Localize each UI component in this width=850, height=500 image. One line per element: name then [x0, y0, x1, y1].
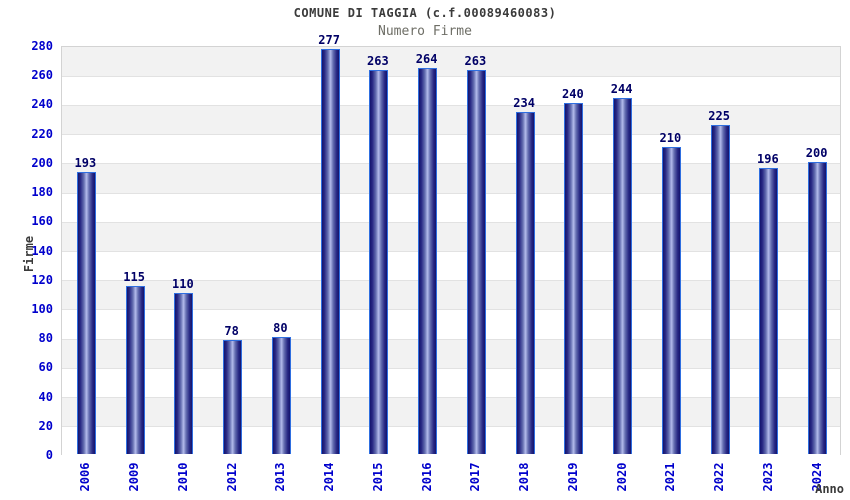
bar-2019 [564, 103, 584, 454]
grid-line [62, 280, 840, 282]
grid-band [62, 105, 840, 135]
bar-2006 [76, 172, 96, 454]
grid-band [62, 47, 840, 77]
x-tick-label: 2023 [760, 462, 775, 492]
grid-line [62, 426, 840, 428]
bar-2020 [613, 97, 633, 454]
bar-value-label: 264 [415, 52, 438, 67]
x-tick-label: 2016 [419, 462, 434, 492]
y-tick-label: 220 [31, 126, 53, 141]
x-tick-label: 2014 [322, 462, 337, 492]
y-tick-label: 100 [31, 301, 53, 316]
bar-value-label: 263 [367, 53, 389, 68]
y-tick-label: 60 [38, 360, 53, 375]
y-tick-label: 240 [31, 97, 53, 112]
bar-value-label: 234 [513, 96, 535, 111]
x-tick-label: 2017 [468, 462, 483, 492]
bar-2021 [661, 147, 681, 454]
x-tick-label: 2013 [273, 462, 288, 492]
bar-value-label: 193 [74, 156, 97, 171]
y-tick-label: 140 [31, 243, 53, 258]
x-tick-label: 2020 [614, 462, 629, 492]
bar-value-label: 277 [318, 33, 340, 48]
y-tick-label: 0 [45, 448, 53, 462]
bar-2018 [515, 112, 535, 454]
bar-value-label: 80 [273, 321, 288, 336]
bar-value-label: 110 [172, 277, 194, 292]
y-tick-label: 200 [31, 155, 53, 170]
bar-2024 [808, 161, 828, 454]
x-tick-label: 2009 [127, 462, 142, 492]
grid-band [62, 134, 840, 164]
x-tick-label: 2012 [224, 462, 239, 492]
grid-line [62, 75, 840, 77]
grid-band [62, 222, 840, 252]
y-axis-title: Firme [22, 235, 36, 273]
bar-2013 [271, 337, 291, 454]
grid-line [62, 338, 840, 340]
bar-value-label: 200 [805, 145, 828, 160]
y-tick-label: 80 [38, 331, 53, 346]
bar-value-label: 263 [464, 53, 487, 68]
bar-2010 [174, 293, 194, 454]
chart-title: COMUNE DI TAGGIA (c.f.00089460083) [293, 6, 557, 20]
grid-line [62, 104, 840, 106]
bar-value-label: 115 [123, 270, 145, 285]
y-tick-label: 40 [38, 389, 53, 404]
plot-area [61, 46, 841, 456]
grid-line [62, 309, 840, 311]
y-tick-label: 180 [31, 185, 53, 200]
bar-2012 [223, 340, 243, 454]
y-tick-label: 160 [31, 214, 53, 229]
y-tick-label: 260 [31, 68, 53, 83]
x-tick-label: 2006 [78, 462, 93, 492]
bar-value-label: 78 [224, 324, 239, 339]
bar-value-label: 240 [562, 87, 584, 102]
grid-band [62, 193, 840, 223]
bar-2023 [759, 167, 779, 454]
bar-2014 [320, 49, 340, 454]
y-tick-label: 120 [31, 272, 53, 287]
grid-line [62, 221, 840, 223]
bar-value-label: 244 [610, 81, 633, 96]
grid-line [62, 367, 840, 369]
x-tick-label: 2021 [663, 462, 678, 492]
grid-band [62, 163, 840, 194]
x-tick-label: 2019 [565, 462, 580, 492]
x-tick-label: 2018 [517, 462, 532, 492]
bar-2016 [418, 68, 438, 454]
bar-2022 [710, 125, 730, 454]
grid-line [62, 397, 840, 399]
bar-value-label: 225 [708, 109, 730, 124]
y-tick-label: 20 [38, 418, 53, 433]
chart-subtitle: Numero Firme [378, 24, 472, 39]
x-tick-label: 2022 [712, 462, 727, 492]
bar-2015 [369, 69, 389, 454]
x-tick-label: 2010 [175, 462, 190, 492]
grid-line [62, 192, 840, 194]
bar-value-label: 196 [757, 151, 779, 166]
grid-line [62, 251, 840, 252]
bar-2017 [466, 69, 486, 454]
x-tick-label: 2015 [370, 462, 385, 492]
grid-line [62, 163, 840, 165]
bar-value-label: 210 [659, 131, 682, 146]
grid-line [62, 134, 840, 136]
grid-band [62, 251, 840, 281]
x-axis-title: Anno [815, 482, 844, 496]
y-tick-label: 280 [31, 39, 53, 53]
grid-band [62, 76, 840, 106]
bar-2009 [125, 286, 145, 454]
